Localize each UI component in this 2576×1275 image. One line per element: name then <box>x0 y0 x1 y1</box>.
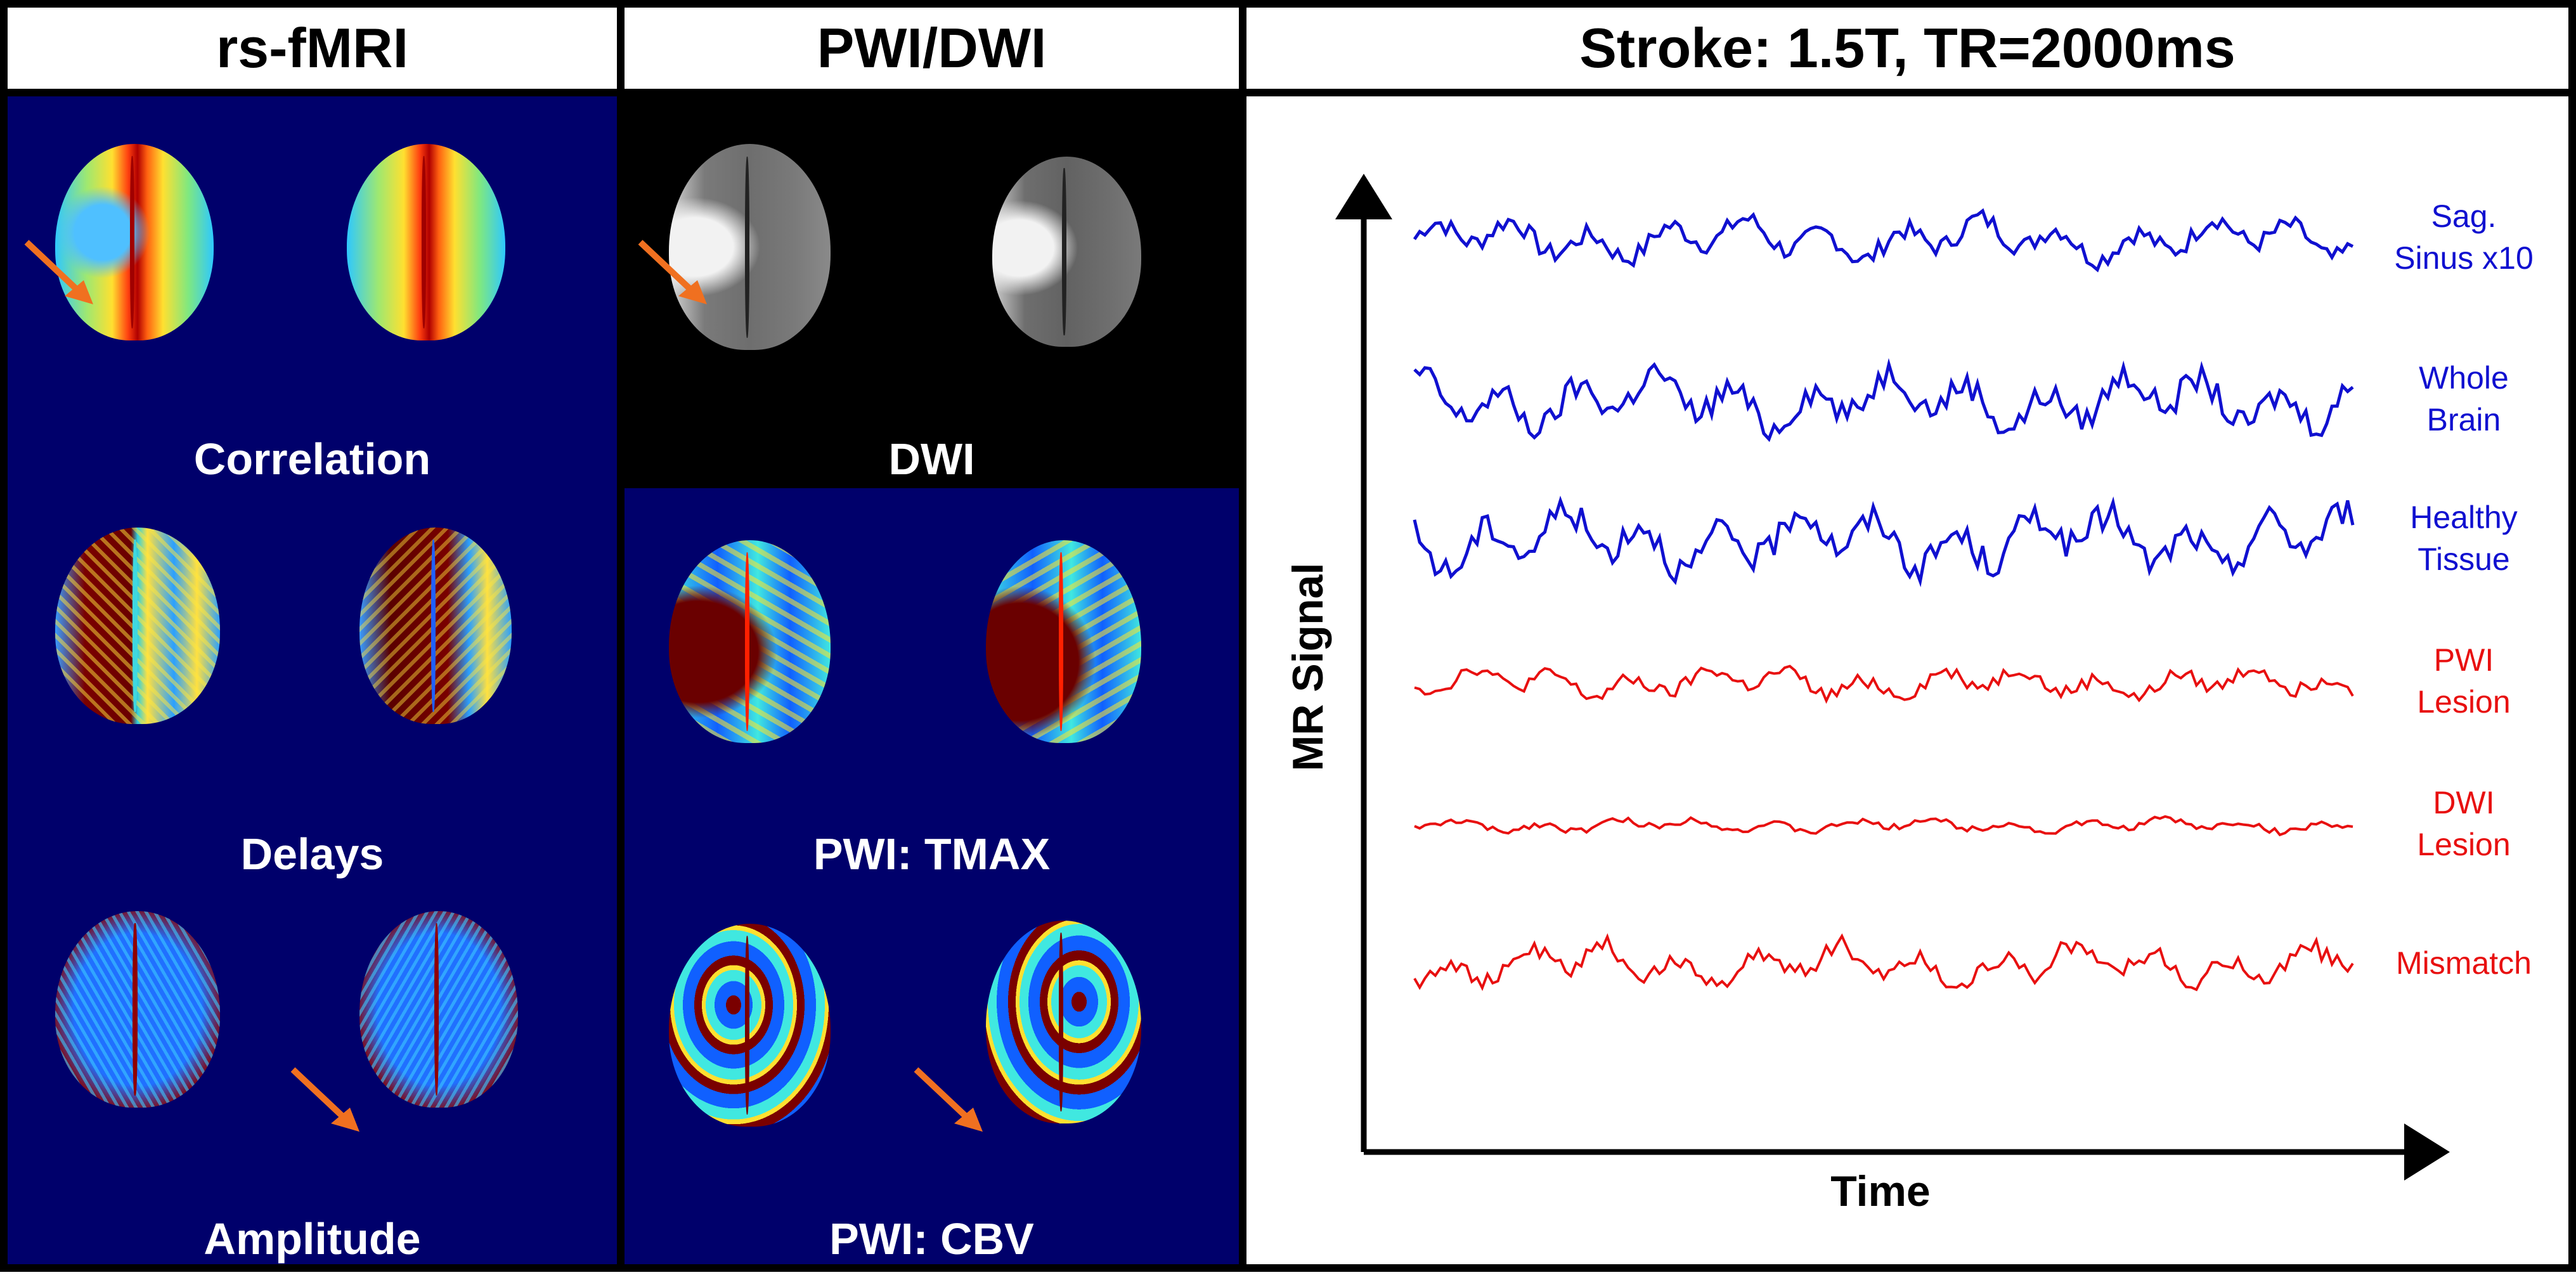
series-line-2 <box>1413 358 2354 443</box>
stroke-panel: Stroke: 1.5T, TR=2000ms Time MR Signal S… <box>1239 0 2576 1272</box>
arrow-amplitude <box>290 1067 359 1132</box>
series-line-1 <box>1413 208 2354 273</box>
series-label-2: Whole Brain <box>2419 360 2509 437</box>
caption-dwi: DWI <box>888 434 975 484</box>
rsfmri-title: rs-fMRI <box>8 8 617 96</box>
cbv-map-left <box>669 924 831 1127</box>
dwi-map-left <box>669 144 831 350</box>
chart-area: Time MR Signal Sag. Sinus x10 Whole Brain He… <box>1246 96 2568 1264</box>
signal-chart: Time MR Signal Sag. Sinus x10 Whole Brain He… <box>1284 174 2534 1215</box>
correlation-map-left <box>55 144 214 340</box>
amplitude-map-left <box>55 911 220 1108</box>
pwidwi-maps: DWI PWI: TMAX PWI: CBV <box>625 96 1239 1264</box>
rsfmri-panel: rs-fMRI Correlation Delays <box>0 0 625 1272</box>
pwidwi-panel: PWI/DWI DWI PWI: TMAX <box>617 0 1246 1272</box>
dwi-map-right <box>992 157 1141 347</box>
pwidwi-title: PWI/DWI <box>625 8 1239 96</box>
series-line-3 <box>1413 495 2355 588</box>
series-label-1: Sag. Sinus x10 <box>2394 198 2534 276</box>
series-line-4 <box>1414 664 2354 704</box>
y-axis-label: MR Signal <box>1284 563 1332 772</box>
series-label-3: Healthy Tissue <box>2410 500 2518 577</box>
arrow-dwi <box>638 240 707 304</box>
caption-tmax: PWI: TMAX <box>813 829 1051 879</box>
cbv-map-right <box>986 921 1141 1123</box>
delays-map-left <box>55 527 220 724</box>
series-line-5 <box>1414 815 2353 837</box>
rsfmri-maps: Correlation Delays Amplitude <box>8 96 617 1264</box>
correlation-map-right <box>347 144 505 340</box>
series-label-6: Mismatch <box>2396 945 2532 981</box>
series-label-4: PWI Lesion <box>2417 642 2510 720</box>
caption-cbv: PWI: CBV <box>829 1214 1034 1264</box>
delays-map-right <box>359 527 512 724</box>
x-axis-label: Time <box>1830 1167 1930 1215</box>
arrow-cbv <box>914 1067 983 1132</box>
tmax-map-left <box>669 540 831 743</box>
tmax-map-right <box>986 540 1141 743</box>
caption-delays: Delays <box>240 829 384 879</box>
arrow-correlation <box>24 240 93 304</box>
stroke-title: Stroke: 1.5T, TR=2000ms <box>1246 8 2568 96</box>
series-line-6 <box>1413 933 2354 992</box>
caption-amplitude: Amplitude <box>204 1214 421 1264</box>
series-label-5: DWI Lesion <box>2417 785 2510 862</box>
caption-correlation: Correlation <box>193 434 431 484</box>
amplitude-map-right <box>359 911 518 1108</box>
